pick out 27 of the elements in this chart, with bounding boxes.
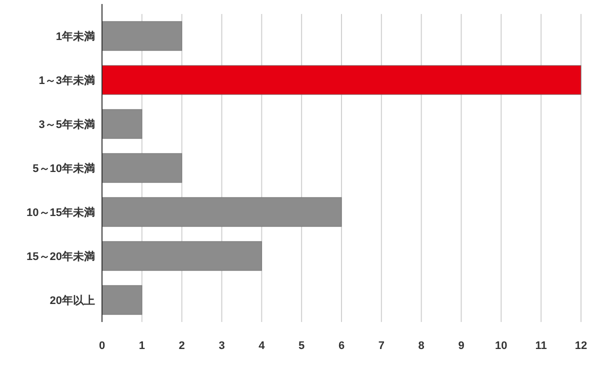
y-tick-label: 20年以上 [50, 294, 95, 307]
y-tick-label: 5～10年未満 [32, 162, 95, 175]
bar [102, 241, 262, 271]
x-tick-label: 2 [178, 340, 185, 352]
x-tick-label: 8 [418, 340, 424, 352]
x-tick-label: 3 [218, 340, 225, 352]
bar [102, 65, 582, 95]
bar [102, 21, 182, 51]
bar [102, 285, 142, 315]
x-tick-label: 11 [535, 340, 547, 352]
x-tick-label: 0 [98, 340, 106, 352]
bar [102, 197, 342, 227]
x-tick-label: 12 [574, 340, 588, 352]
x-tick-label: 4 [258, 340, 266, 352]
y-tick-label: 1～3年未満 [38, 74, 95, 87]
y-tick-label: 15～20年未満 [26, 250, 95, 263]
y-tick-label: 10～15年未満 [26, 206, 95, 219]
x-tick-label: 6 [338, 340, 345, 352]
x-tick-label: 9 [458, 340, 464, 352]
y-tick-label: 3～5年未満 [38, 118, 95, 131]
bar [102, 153, 182, 183]
y-tick-label: 1年未満 [56, 30, 95, 43]
bar [102, 109, 142, 139]
x-tick-label: 10 [495, 340, 508, 352]
x-tick-label: 1 [138, 340, 145, 352]
x-tick-label: 5 [298, 340, 305, 352]
x-tick-label: 7 [378, 340, 384, 352]
